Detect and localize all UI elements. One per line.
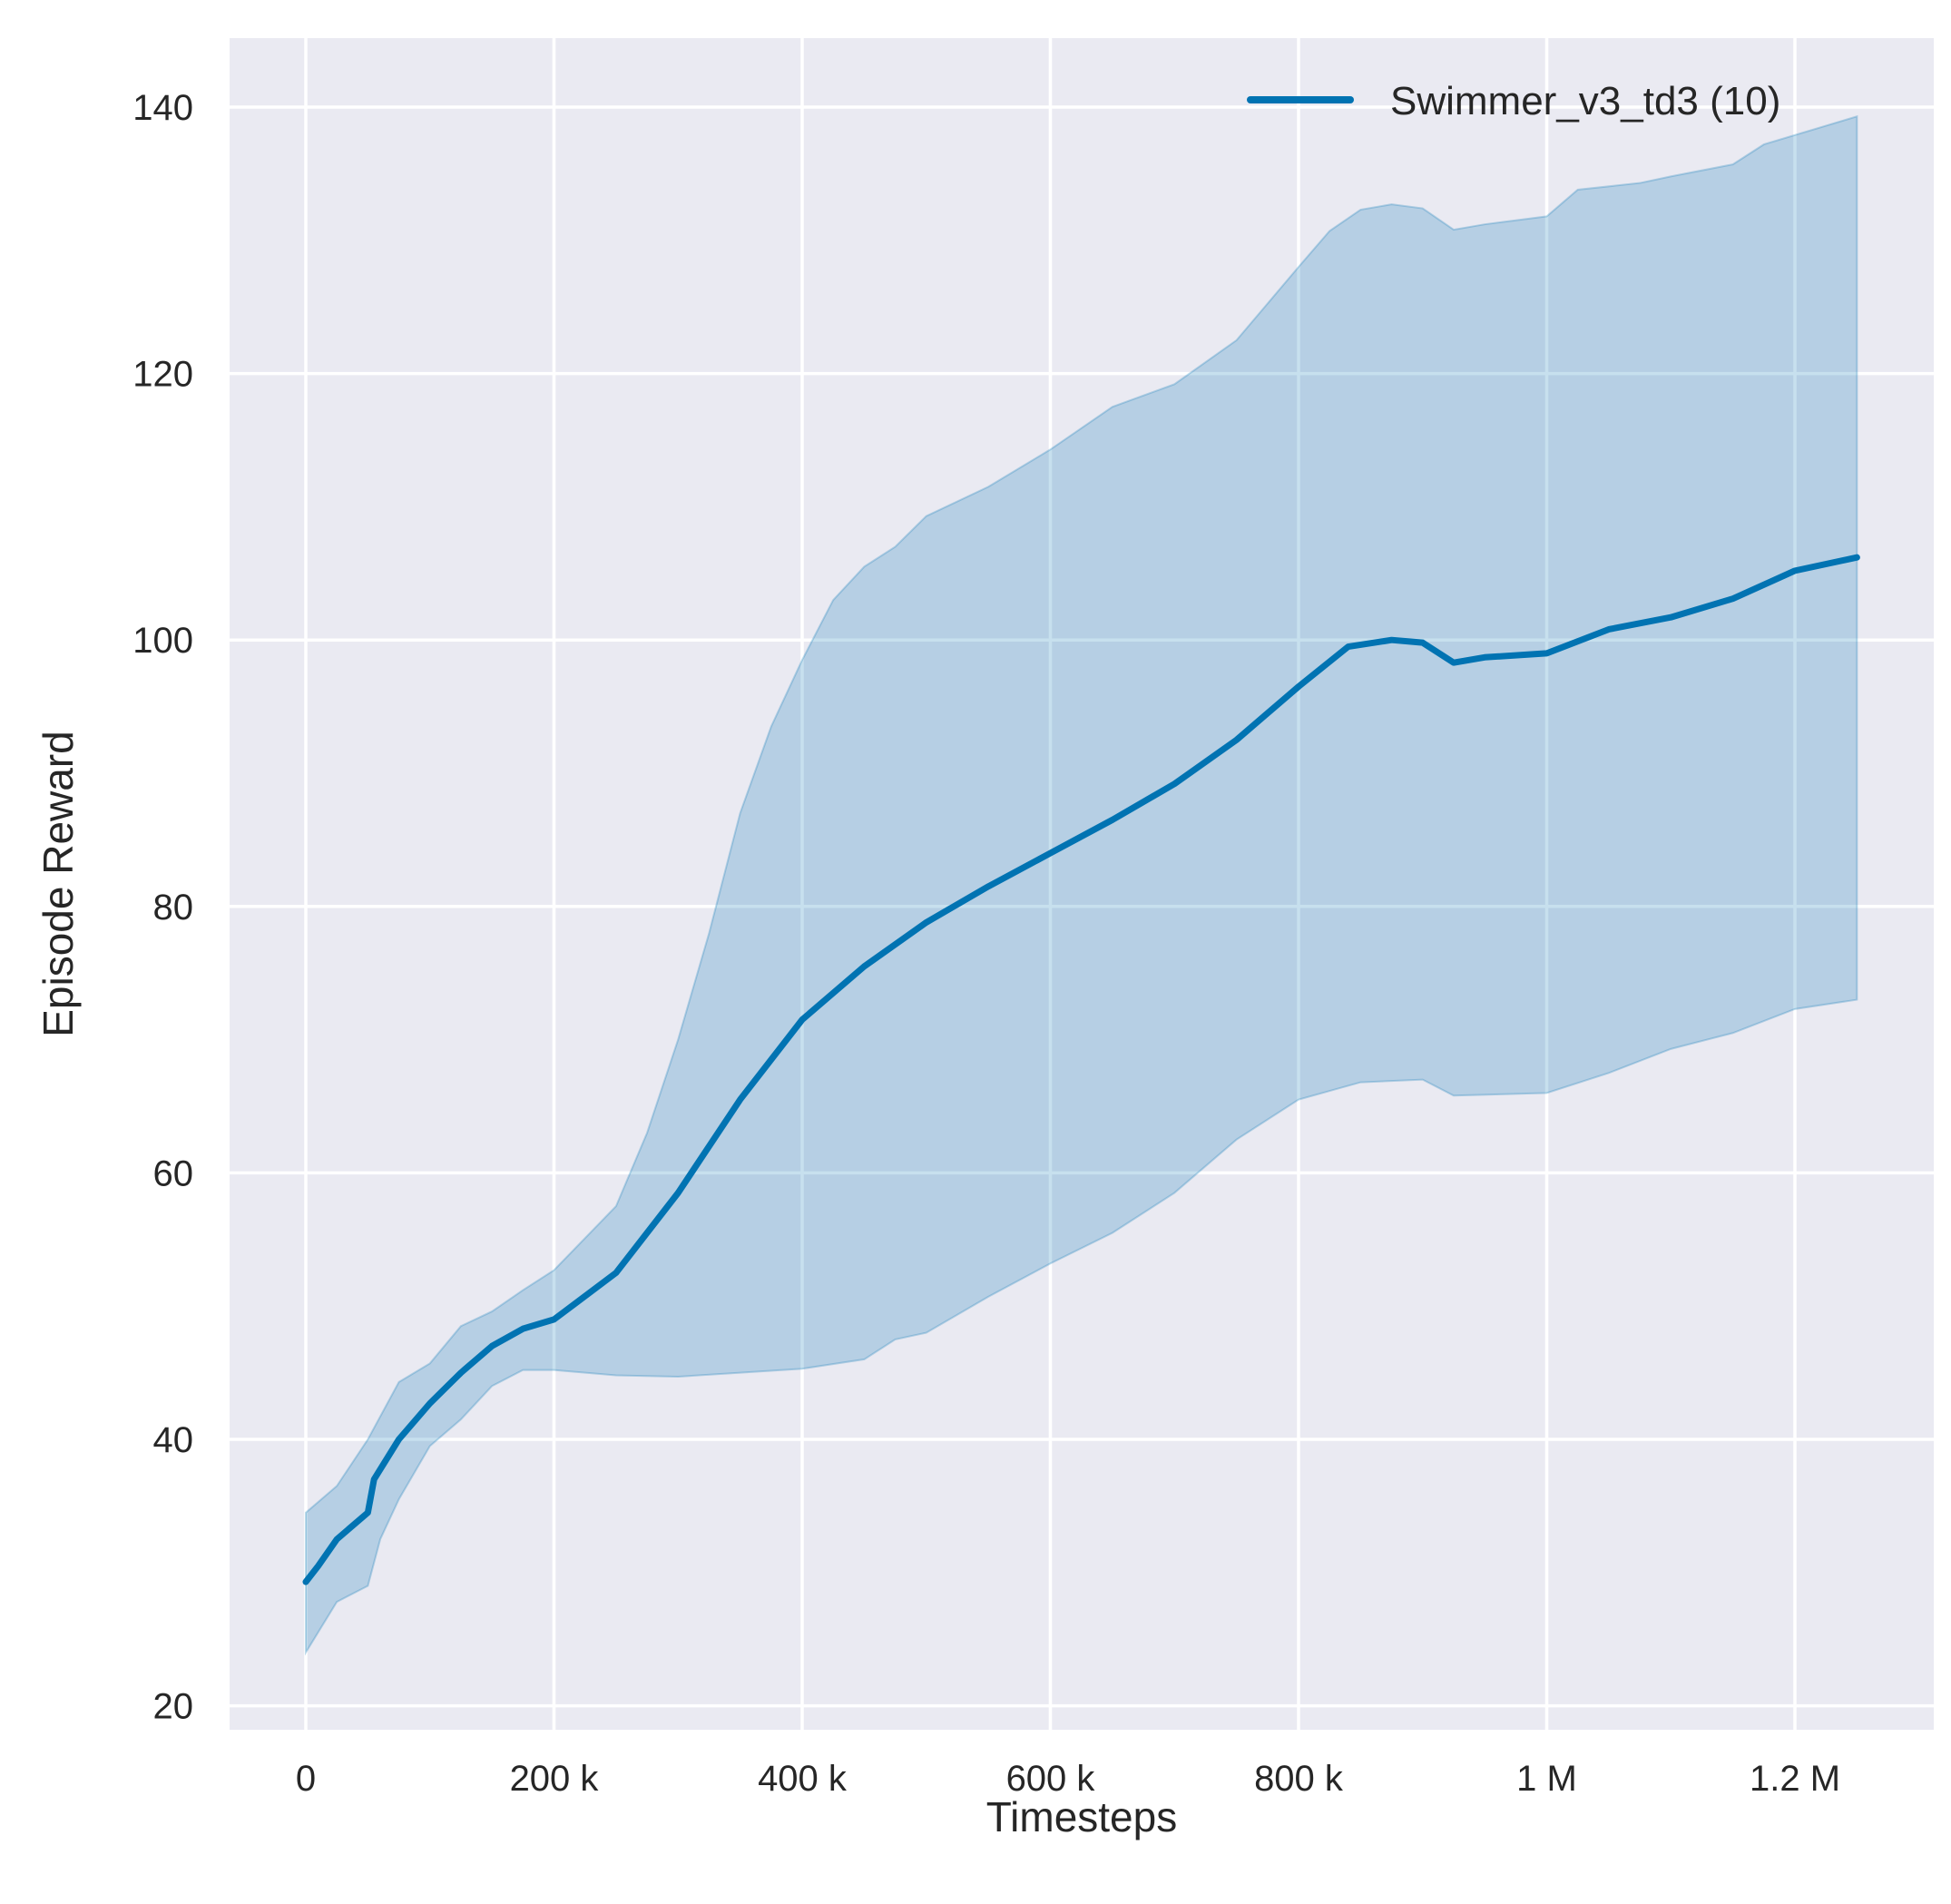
- line-group: [302, 554, 1860, 1585]
- plot-background: [230, 38, 1934, 1730]
- x-tick-label: 400 k: [758, 1759, 848, 1799]
- confidence-band: [305, 114, 1858, 1656]
- x-tick-label: 0: [296, 1759, 316, 1799]
- x-tick-label: 1 M: [1516, 1759, 1577, 1799]
- mean-line: [302, 554, 1860, 1585]
- y-tick-label: 40: [153, 1420, 194, 1460]
- x-tick-label: 800 k: [1254, 1759, 1344, 1799]
- y-tick-labels: 20 40 60 80 100 120 140: [132, 88, 193, 1727]
- x-tick-label: 200 k: [510, 1759, 600, 1799]
- y-tick-label: 80: [153, 888, 194, 927]
- confidence-band-group: [305, 114, 1858, 1656]
- legend-label: Swimmer_v3_td3 (10): [1390, 79, 1780, 123]
- x-axis-label: Timesteps: [986, 1793, 1177, 1840]
- grid: [230, 38, 1934, 1730]
- y-axis-label: Episode Reward: [34, 731, 82, 1037]
- y-tick-label: 20: [153, 1687, 194, 1727]
- y-tick-label: 100: [132, 621, 193, 661]
- legend: Swimmer_v3_td3 (10): [1247, 79, 1780, 123]
- y-tick-label: 60: [153, 1153, 194, 1193]
- x-tick-label: 600 k: [1006, 1759, 1096, 1799]
- x-tick-label: 1.2 M: [1750, 1759, 1840, 1799]
- x-tick-labels: 0 200 k 400 k 600 k 800 k 1 M 1.2 M: [296, 1759, 1840, 1799]
- y-tick-label: 140: [132, 88, 193, 128]
- y-tick-label: 120: [132, 355, 193, 395]
